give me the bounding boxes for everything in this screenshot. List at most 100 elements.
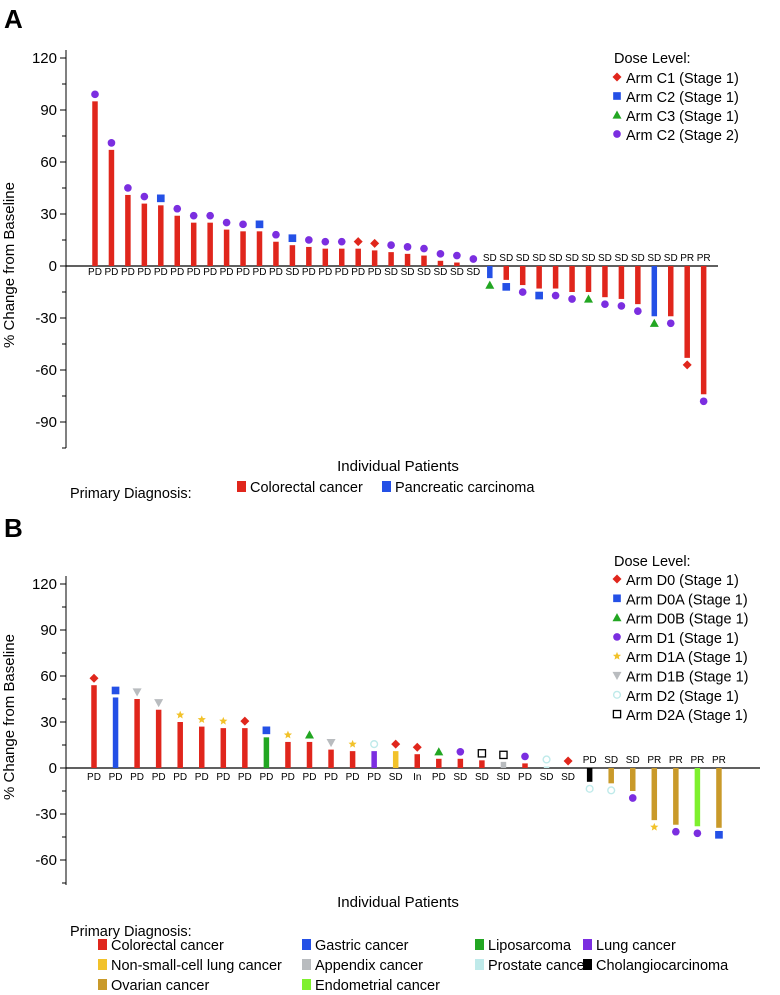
panel-b-marker bbox=[262, 726, 271, 735]
panel-b-bar bbox=[263, 737, 270, 768]
panel-b-marker bbox=[132, 688, 142, 697]
panel-a-response-label: SD bbox=[549, 253, 563, 264]
panel-a-marker bbox=[502, 283, 511, 291]
panel-b-marker bbox=[456, 747, 465, 756]
panel-a-bar bbox=[108, 149, 115, 266]
panel-b-response-label: PR bbox=[690, 755, 704, 766]
panel-b-ylabel: % Change from Baseline bbox=[1, 634, 18, 800]
panel-b-y-tick-label: 90 bbox=[40, 622, 57, 639]
panel-b-bar bbox=[349, 751, 356, 768]
panel-a-bar bbox=[207, 222, 213, 266]
panel-a-marker bbox=[305, 236, 313, 244]
panel-b-response-label: PD bbox=[324, 772, 338, 783]
panel-b-diagnosis-swatch bbox=[475, 939, 484, 950]
panel-b-response-label: SD bbox=[626, 755, 640, 766]
panel-b-diagnosis-label: Liposarcoma bbox=[488, 938, 572, 954]
panel-b-response-label: SD bbox=[475, 772, 489, 783]
panel-b-bar bbox=[134, 699, 140, 768]
panel-a-response-label: SD bbox=[450, 267, 464, 278]
panel-b-bar bbox=[543, 766, 550, 768]
panel-a-dose-legend-label: Arm C1 (Stage 1) bbox=[626, 71, 739, 87]
panel-b-response-label: In bbox=[413, 772, 421, 783]
panel-a-dose-legend-label: Arm C2 (Stage 1) bbox=[626, 90, 739, 106]
panel-a-bar bbox=[289, 245, 296, 266]
panel-b-response-label: PD bbox=[152, 772, 166, 783]
panel-a-dose-legend-label: Arm C2 (Stage 2) bbox=[626, 128, 739, 144]
panel-b-bar bbox=[694, 768, 701, 827]
panel-a-response-label: SD bbox=[598, 253, 612, 264]
panel-b-marker bbox=[412, 742, 422, 752]
panel-b-marker bbox=[628, 794, 637, 802]
panel-a-response-label: SD bbox=[384, 267, 398, 278]
panel-b-response-label: SD bbox=[496, 772, 510, 783]
panel-a-response-label: PD bbox=[220, 267, 234, 278]
panel-b-diagnosis-swatch bbox=[98, 939, 107, 950]
panel-a-response-label: SD bbox=[582, 253, 596, 264]
panel-a-marker bbox=[140, 192, 149, 201]
panel-b-marker bbox=[521, 752, 529, 761]
panel-a-response-label: SD bbox=[483, 253, 497, 264]
panel-a-bar bbox=[322, 248, 329, 266]
panel-b-dose-legend-label: Arm D0 (Stage 1) bbox=[626, 573, 739, 589]
panel-a-response-label: PD bbox=[253, 267, 267, 278]
panel-a-bar bbox=[618, 266, 625, 299]
panel-b-dose-legend-marker bbox=[612, 613, 622, 622]
panel-b-diagnosis-label: Colorectal cancer bbox=[111, 938, 224, 954]
panel-b-diagnosis-label: Endometrial cancer bbox=[315, 978, 440, 994]
panel-a-bar bbox=[454, 262, 460, 266]
panel-a-bar bbox=[92, 101, 98, 266]
panel-a-response-label: SD bbox=[614, 253, 628, 264]
panel-b-response-label: PD bbox=[281, 772, 295, 783]
panel-a-y-tick-label: 60 bbox=[40, 154, 57, 171]
panel-a-dose-legend-title: Dose Level: bbox=[614, 51, 691, 67]
panel-a-response-label: SD bbox=[433, 267, 447, 278]
panel-b-bar bbox=[220, 728, 227, 768]
panel-a-bar bbox=[585, 266, 592, 292]
panel-a-marker bbox=[634, 307, 642, 315]
panel-a-y-tick-label: -90 bbox=[35, 414, 57, 431]
panel-a-marker bbox=[551, 291, 560, 300]
panel-b-diagnosis-label: Gastric cancer bbox=[315, 938, 409, 954]
panel-a-marker bbox=[699, 397, 708, 406]
panel-a-marker bbox=[337, 237, 346, 246]
panel-a-marker bbox=[288, 234, 297, 243]
panel-a-response-label: PD bbox=[368, 267, 382, 278]
panel-b-y-tick-label: 0 bbox=[49, 760, 57, 777]
panel-b-marker bbox=[715, 830, 723, 839]
panel-a-response-label: PD bbox=[121, 267, 135, 278]
panel-b-marker bbox=[283, 730, 293, 739]
panel-a-marker bbox=[370, 238, 380, 248]
panel-a-diagnosis-label: Pancreatic carcinoma bbox=[395, 480, 535, 496]
panel-a-y-tick-label: -30 bbox=[35, 310, 57, 327]
panel-b-marker bbox=[477, 749, 487, 758]
panel-b-bar bbox=[371, 751, 377, 768]
panel-a-response-label: SD bbox=[664, 253, 678, 264]
panel-b-diagnosis-swatch bbox=[475, 959, 484, 970]
panel-a-response-label: SD bbox=[466, 267, 480, 278]
panel-a-marker bbox=[222, 218, 231, 227]
panel-a-marker bbox=[353, 237, 363, 247]
panel-a-bar bbox=[240, 231, 246, 266]
panel-b-dose-legend-marker bbox=[613, 594, 621, 603]
panel-b-diagnosis-label: Lung cancer bbox=[596, 938, 676, 954]
panel-b-label: B bbox=[4, 513, 23, 543]
panel-a-dose-legend-marker bbox=[612, 110, 622, 119]
panel-b-bar bbox=[328, 749, 334, 768]
panel-a-diagnosis-legend-title: Primary Diagnosis: bbox=[70, 486, 192, 502]
panel-a-diagnosis-swatch bbox=[382, 481, 391, 492]
panel-b-dose-legend-marker bbox=[612, 671, 622, 680]
panel-a-response-label: PD bbox=[137, 267, 151, 278]
panel-b-response-label: SD bbox=[604, 755, 618, 766]
panel-a-marker bbox=[272, 230, 280, 239]
panel-b-marker bbox=[154, 699, 164, 708]
panel-b-marker bbox=[672, 827, 680, 836]
panel-b-y-tick-label: -60 bbox=[35, 852, 57, 869]
panel-b-dose-legend-label: Arm D1 (Stage 1) bbox=[626, 631, 739, 647]
panel-b-dose-legend-marker bbox=[612, 651, 622, 660]
panel-b-response-label: PR bbox=[647, 755, 661, 766]
panel-a-response-label: SD bbox=[417, 267, 431, 278]
panel-a-marker bbox=[617, 302, 626, 310]
panel-a-bar bbox=[125, 194, 131, 266]
panel-b-bar bbox=[457, 758, 464, 768]
panel-b-diagnosis-swatch bbox=[302, 939, 311, 950]
